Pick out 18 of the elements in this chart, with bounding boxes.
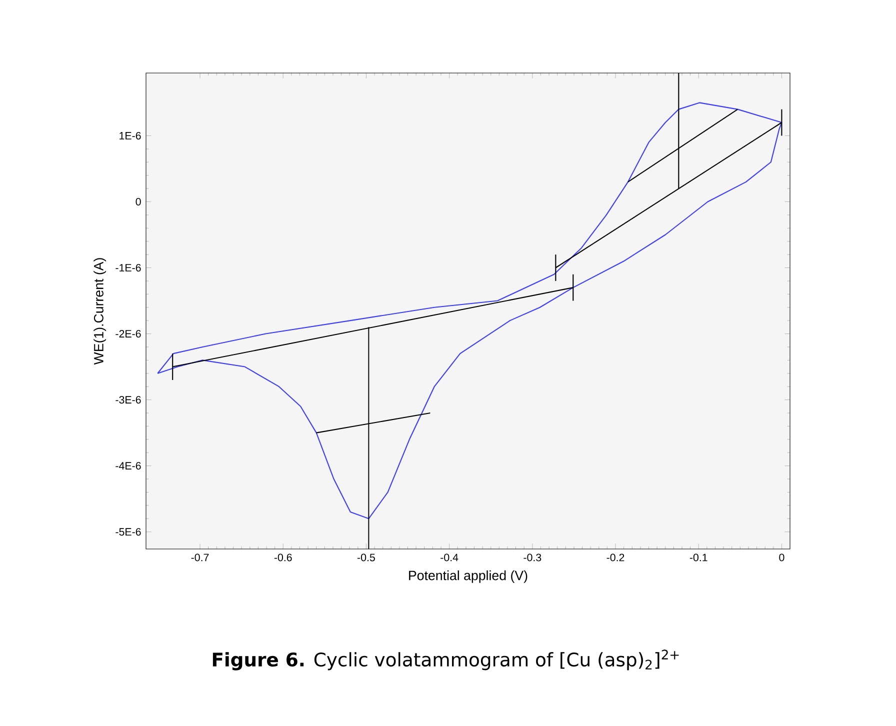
y-axis-title: WE(1).Current (A) [94,258,106,365]
x-tick-label: -0.1 [690,554,708,562]
x-tick-label: -0.7 [191,554,209,562]
y-tick-label: -2E-6 [116,330,141,338]
x-tick-label: -0.3 [524,554,542,562]
y-tick-label: -1E-6 [116,264,141,272]
y-tick-label: 0 [136,198,141,206]
y-tick-label: -5E-6 [116,528,141,536]
text: Figure 6. Cyclic volatammogram of [Cu (asp)$_{2}$]$^{2+}$ [212,650,679,670]
x-axis-title: Potential applied (V) [409,570,528,583]
x-tick-label: -0.2 [606,554,624,562]
y-tick-label: -4E-6 [116,462,141,470]
y-tick-label: -3E-6 [116,396,141,404]
y-tick-label: 1E-6 [120,132,141,140]
x-tick-label: -0.5 [358,554,375,562]
x-tick-label: -0.4 [440,554,458,562]
x-tick-label: -0.6 [274,554,292,562]
x-tick-label: 0 [779,554,784,562]
